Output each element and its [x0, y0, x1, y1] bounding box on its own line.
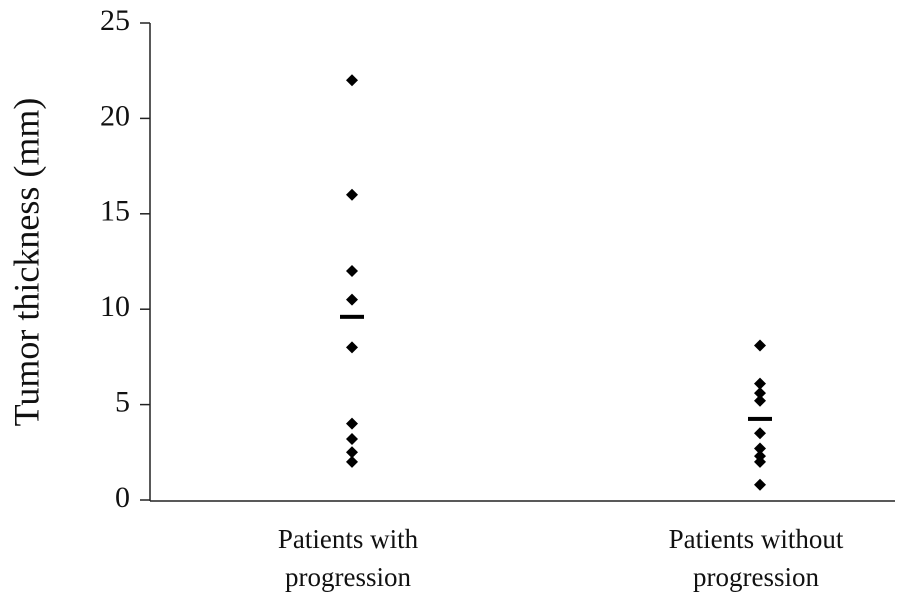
data-point [754, 455, 766, 468]
x-category-label: Patients without progression [668, 524, 844, 592]
data-point [754, 377, 766, 390]
y-tick-label: 25 [100, 4, 130, 37]
x-category-label: Patients with progression [277, 524, 419, 592]
data-point [346, 74, 358, 87]
y-axis-label: Tumor thickness (mm) [6, 98, 46, 427]
y-tick-label: 20 [100, 99, 130, 132]
data-point [346, 265, 358, 278]
y-tick-label: 15 [100, 195, 130, 228]
data-point [754, 442, 766, 455]
data-point [754, 478, 766, 491]
data-point [754, 427, 766, 440]
mean-bar [340, 314, 364, 319]
data-point [754, 387, 766, 400]
y-tick-label: 0 [115, 481, 130, 514]
data-point [754, 394, 766, 407]
data-point [346, 455, 358, 468]
data-point [346, 341, 358, 354]
data-point [754, 339, 766, 352]
mean-bar [748, 416, 772, 421]
data-point [346, 293, 358, 306]
y-tick-label: 10 [100, 290, 130, 323]
data-point [346, 432, 358, 445]
data-point [346, 417, 358, 430]
data-point [346, 188, 358, 201]
data-point [346, 446, 358, 459]
y-tick-label: 5 [115, 385, 130, 418]
